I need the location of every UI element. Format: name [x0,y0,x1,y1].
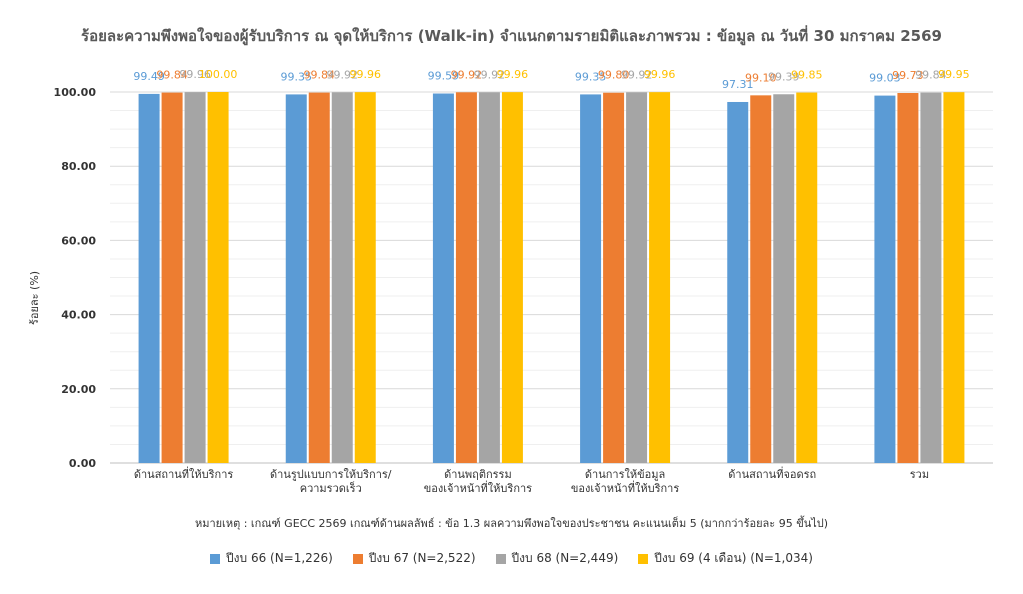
data-label: 99.59 [428,70,460,83]
bar [285,94,307,463]
bar [161,92,183,463]
chart-title: ร้อยละความพึงพอใจของผู้รับบริการ ณ จุดให… [81,27,942,45]
legend-item: ปีงบ 69 (4 เดือน) (N=1,034) [638,549,813,568]
bar [796,92,818,463]
category-label: ด้านสถานที่ให้บริการ [134,466,234,481]
data-label: 99.96 [497,68,529,81]
y-tick-label: 80.00 [61,160,96,173]
data-label: 99.84 [156,69,188,82]
bar [207,92,229,463]
legend-label: ปีงบ 68 (N=2,449) [511,551,619,565]
y-tick-label: 100.00 [54,86,97,99]
data-label: 99.80 [598,69,630,82]
category-labels: ด้านสถานที่ให้บริการ ด้านรูปแบบการให้บริก… [134,466,929,495]
legend-label: ปีงบ 69 (4 เดือน) (N=1,034) [654,551,813,565]
bar [184,92,206,463]
legend-item: ปีงบ 66 (N=1,226) [210,549,333,568]
axes: 0.00 20.00 40.00 60.00 80.00 100.00 [54,86,993,470]
bar [943,92,965,464]
data-label: 99.39 [768,70,800,83]
data-label: 99.92 [327,68,359,81]
bar [874,95,896,464]
bar [354,92,376,463]
legend-item: ปีงบ 67 (N=2,522) [352,549,476,568]
legend: ปีงบ 66 (N=1,226) ปีงบ 67 (N=2,522) ปีงบ 6… [0,549,1023,568]
bar [897,93,919,463]
y-tick-label: 40.00 [61,309,96,322]
data-label: 99.95 [938,68,970,81]
data-label: 99.96 [644,68,676,81]
category-label: ด้านรูปแบบการให้บริการ/ความรวดเร็ว [270,468,392,495]
gridlines [110,91,993,464]
data-label: 99.84 [915,69,947,82]
bar [580,94,602,463]
data-label: 99.92 [474,68,506,81]
data-label: 100.00 [199,68,238,81]
y-tick-label: 20.00 [61,383,96,396]
bar [308,92,330,463]
data-label: 99.35 [281,70,313,83]
bar [432,93,454,463]
legend-item: ปีงบ 68 (N=2,449) [495,549,619,568]
bar [773,94,795,464]
data-label: 99.85 [791,69,823,82]
data-label: 99.49 [133,70,165,83]
bar [331,92,353,463]
legend-swatch [210,553,221,564]
bar [727,101,749,464]
legend-swatch [495,553,506,564]
bar [478,92,500,463]
category-label: ด้านสถานที่จอดรถ [728,466,816,481]
category-label: รวม [910,468,929,481]
data-label: 99.84 [304,69,336,82]
legend-label: ปีงบ 66 (N=1,226) [226,551,333,565]
y-tick-label: 0.00 [69,457,96,470]
bar [626,92,648,463]
data-label: 99.96 [179,68,211,81]
bars [138,92,965,464]
data-label: 97.31 [722,78,754,91]
data-label: 99.03 [869,72,901,85]
bar [920,92,942,463]
bar [649,92,671,463]
legend-label: ปีงบ 67 (N=2,522) [368,551,476,565]
category-label: ด้านพฤติกรรมของเจ้าหน้าที่ให้บริการ [424,468,532,495]
legend-swatch [638,553,649,564]
data-label: 99.92 [451,68,483,81]
bar [138,93,160,464]
data-label: 99.96 [350,68,382,81]
category-label: ด้านการให้ข้อมูลของเจ้าหน้าที่ให้บริการ [571,468,679,495]
data-label: 99.10 [745,71,777,84]
data-label: 99.35 [575,70,607,83]
bar [750,95,772,464]
data-label: 99.92 [621,68,653,81]
bar [501,92,523,463]
footnote: หมายเหตุ : เกณฑ์ GECC 2569 เกณฑ์ด้านผลลั… [194,517,829,530]
bar [455,92,477,463]
y-tick-label: 60.00 [61,234,96,247]
y-axis-title: ร้อยละ (%) [28,271,41,325]
legend-swatch [352,553,363,564]
data-label: 99.73 [892,69,924,82]
bar [603,92,625,463]
